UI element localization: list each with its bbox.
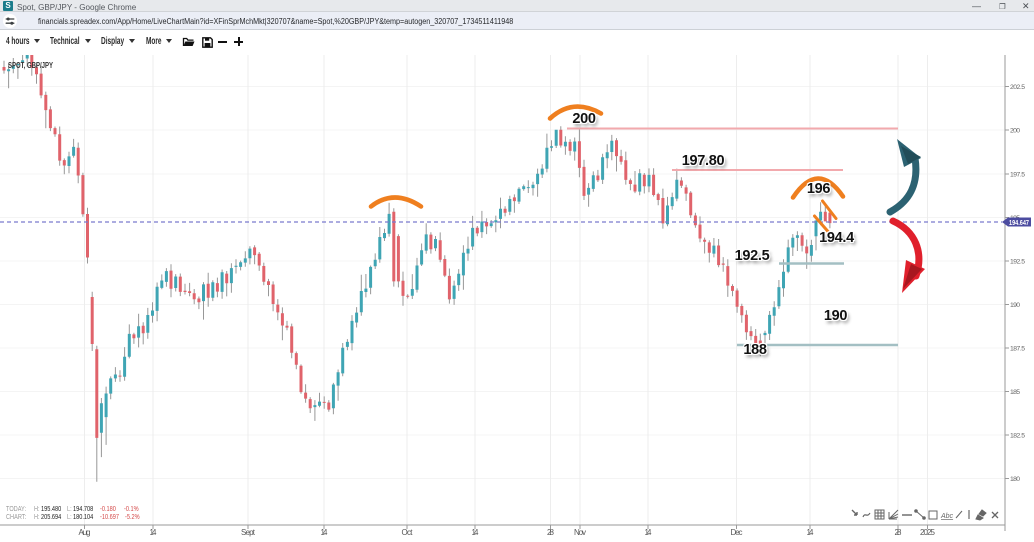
svg-text:Sept: Sept: [241, 528, 256, 537]
svg-text:14: 14: [321, 528, 329, 537]
svg-text:194.647: 194.647: [1009, 220, 1029, 227]
svg-text:185: 185: [1010, 389, 1020, 396]
svg-text:182.5: 182.5: [1010, 432, 1025, 439]
svg-text:192.5: 192.5: [1010, 258, 1025, 265]
svg-text:Abc: Abc: [940, 513, 954, 520]
svg-text:14: 14: [150, 528, 158, 537]
svg-text:Oct: Oct: [402, 528, 414, 537]
svg-text:200: 200: [1010, 127, 1020, 134]
svg-text:14: 14: [645, 528, 653, 537]
svg-text:Aug: Aug: [79, 528, 91, 537]
svg-text:28: 28: [895, 528, 903, 537]
svg-text:Dec: Dec: [731, 528, 743, 537]
svg-text:187.5: 187.5: [1010, 345, 1025, 352]
svg-text:180: 180: [1010, 476, 1020, 483]
svg-text:14: 14: [807, 528, 815, 537]
svg-text:202.5: 202.5: [1010, 84, 1025, 91]
svg-text:28: 28: [547, 528, 555, 537]
svg-text:2025: 2025: [920, 528, 936, 537]
svg-text:14: 14: [472, 528, 480, 537]
svg-text:190: 190: [1010, 302, 1020, 309]
svg-text:Nov: Nov: [574, 528, 586, 537]
svg-text:197.5: 197.5: [1010, 171, 1025, 178]
